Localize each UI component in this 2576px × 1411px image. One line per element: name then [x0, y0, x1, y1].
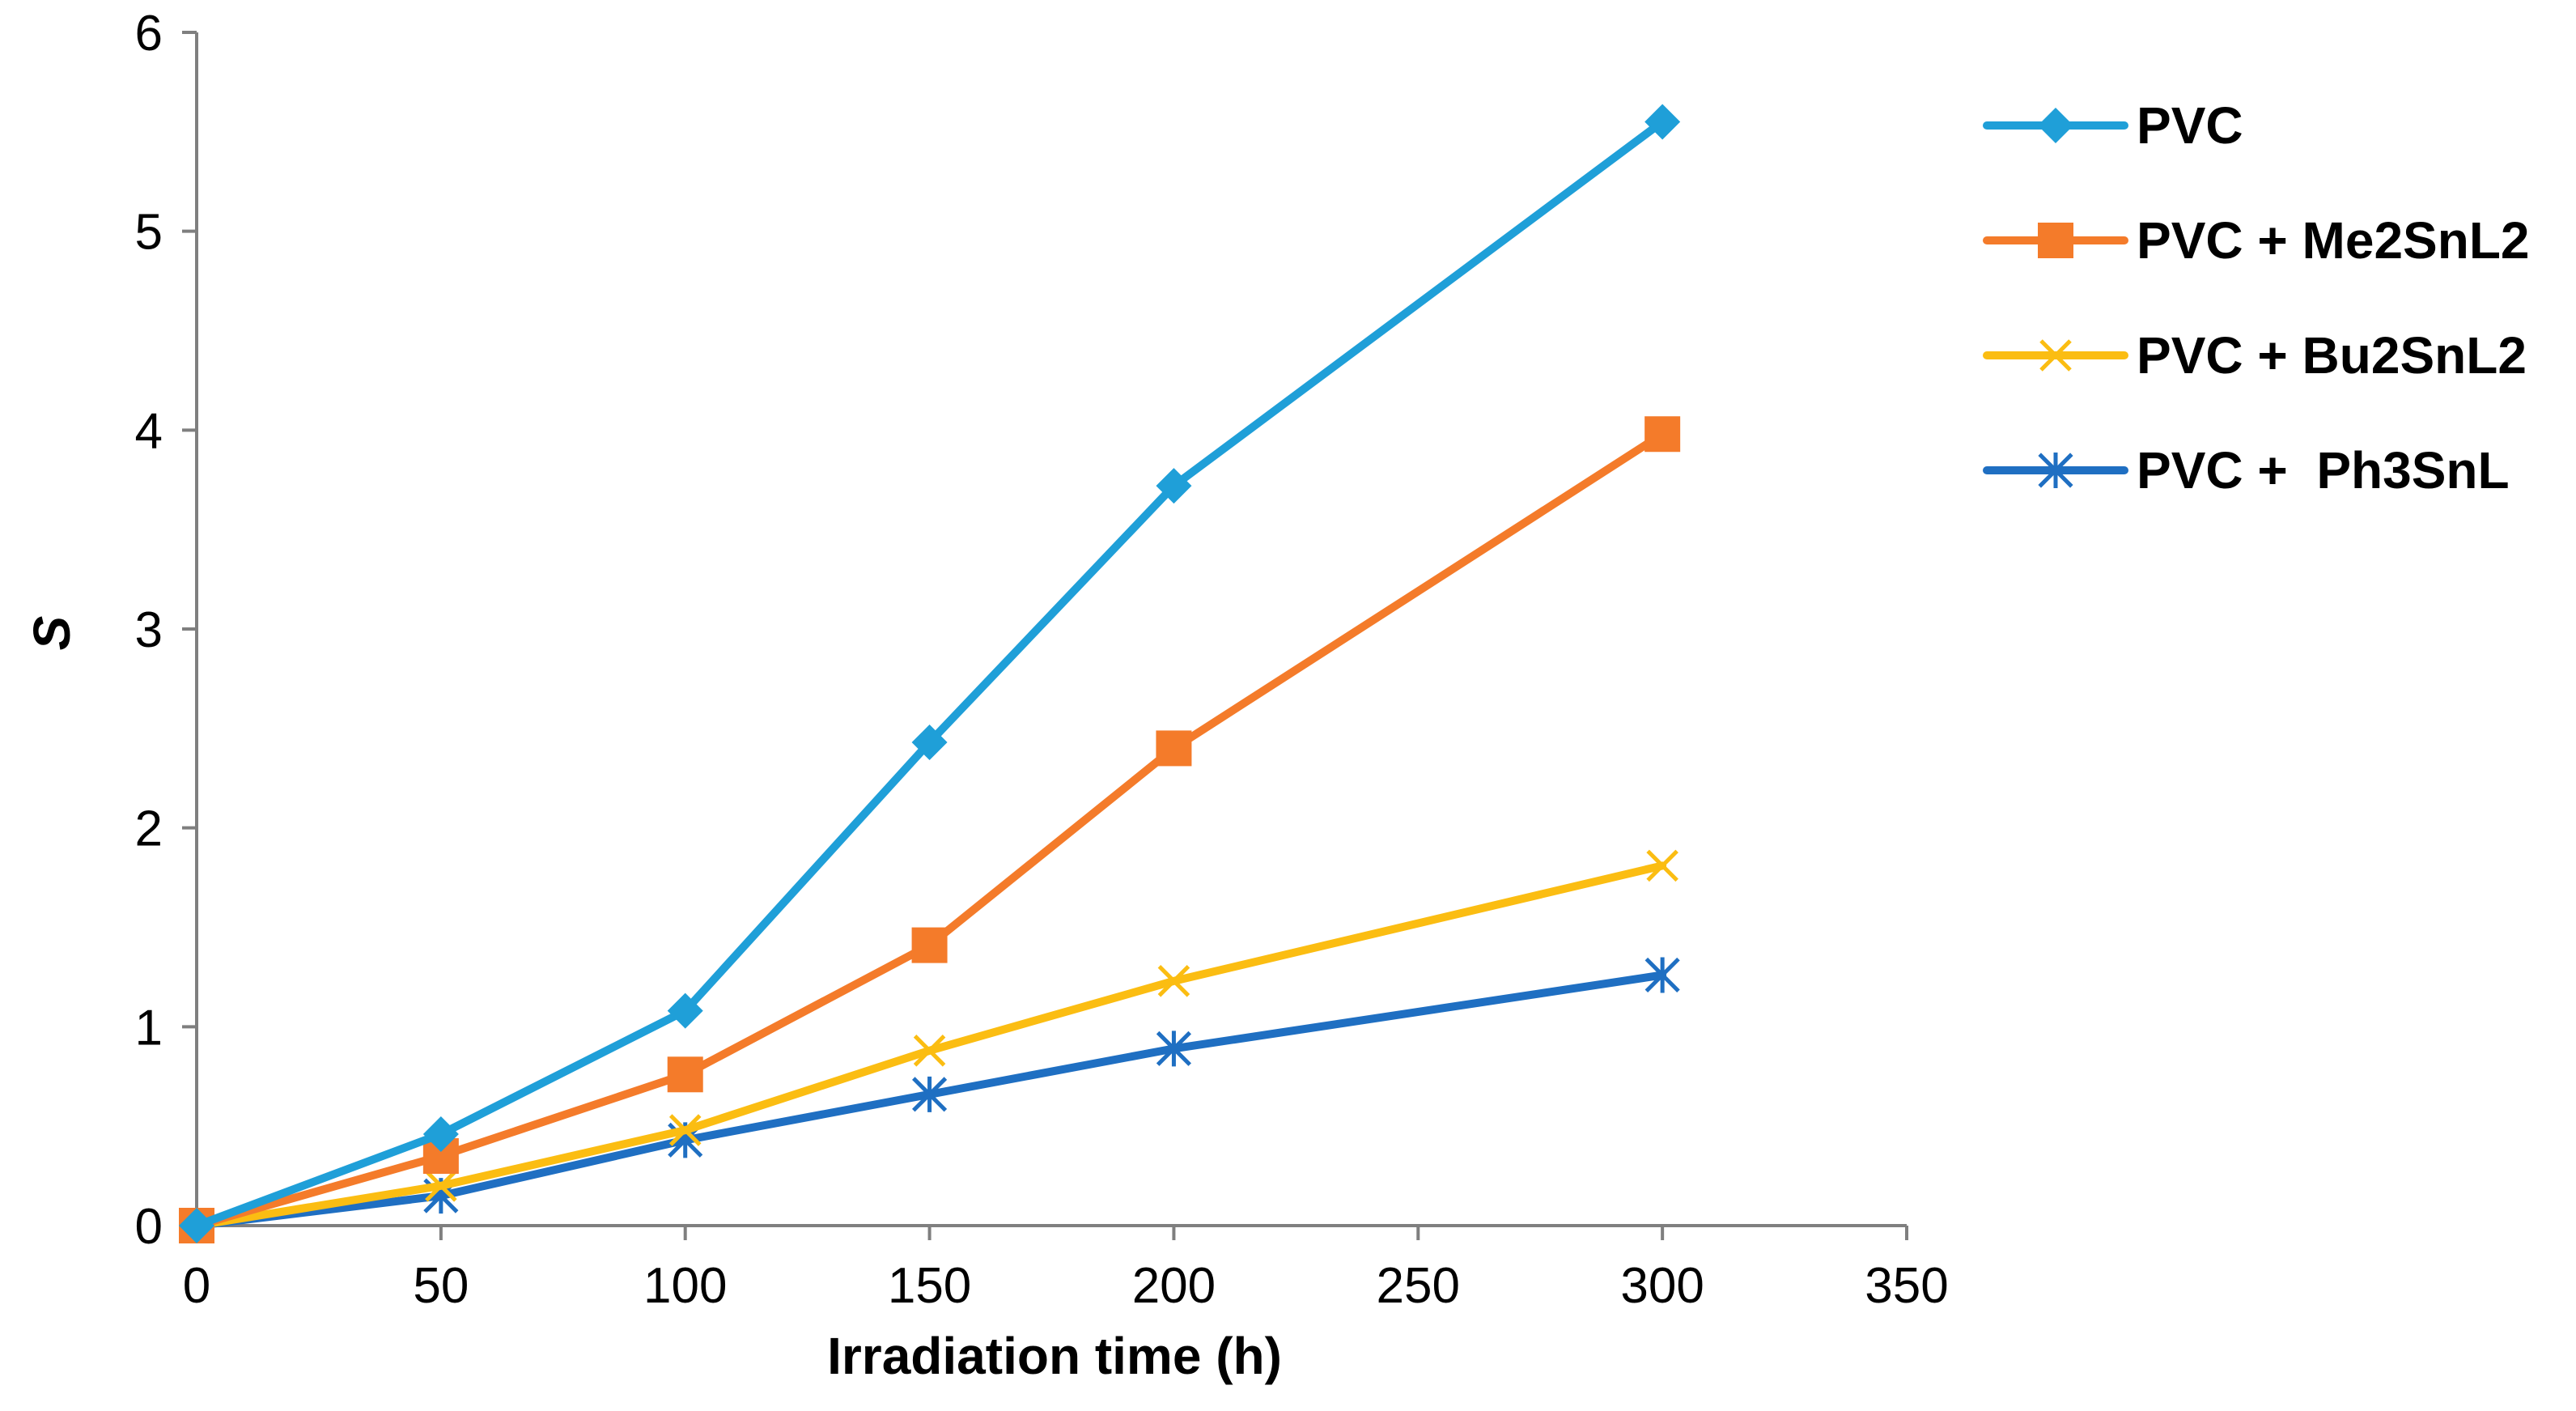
- data-point-0: [667, 992, 703, 1029]
- y-tick-label: 1: [135, 1000, 163, 1056]
- series-line-2: [193, 861, 1667, 1230]
- y-tick-label: 3: [135, 602, 163, 658]
- x-tick-label: 350: [1865, 1258, 1948, 1314]
- chart-legend: PVC PVC + Me2SnL2 PVC + Bu2SnL2 PVC + Ph3Sn…: [1983, 96, 2530, 499]
- legend-label: PVC + Ph3SnL: [2137, 441, 2510, 499]
- legend-label: PVC + Bu2SnL2: [2137, 326, 2527, 385]
- series-line-3: [193, 971, 1667, 1230]
- y-tick-label: 5: [135, 205, 163, 261]
- y-tick-label: 6: [135, 6, 163, 62]
- data-point-0: [422, 1116, 459, 1152]
- data-point-2: [1646, 849, 1678, 882]
- data-point-3: [1644, 957, 1680, 993]
- y-tick-label: 4: [135, 403, 163, 459]
- data-point-2: [1157, 965, 1190, 997]
- x-tick-label: 0: [183, 1258, 210, 1314]
- legend-marker: [2038, 453, 2073, 488]
- data-point-1: [1644, 416, 1681, 453]
- legend-marker: [2039, 339, 2072, 372]
- x-tick-label: 200: [1132, 1258, 1216, 1314]
- data-point-1: [667, 1056, 703, 1093]
- y-tick-label: 2: [135, 801, 163, 857]
- y-tick-label: 0: [135, 1199, 163, 1255]
- plot-area: [179, 104, 1681, 1243]
- legend-marker: [2038, 223, 2073, 258]
- legend-label: PVC + Me2SnL2: [2137, 211, 2530, 270]
- data-point-2: [668, 1114, 702, 1146]
- data-point-0: [911, 725, 948, 761]
- data-point-1: [911, 927, 948, 963]
- chart-axes: [195, 32, 1907, 1227]
- legend-label: PVC: [2137, 96, 2243, 155]
- data-point-2: [913, 1035, 946, 1067]
- series-line-0: [193, 117, 1667, 1230]
- series-line-1: [193, 430, 1667, 1230]
- data-point-2: [425, 1170, 457, 1202]
- x-tick-label: 300: [1620, 1258, 1704, 1314]
- data-point-3: [1156, 1031, 1191, 1067]
- y-axis-title: S: [23, 615, 81, 650]
- x-tick-label: 100: [643, 1258, 727, 1314]
- data-point-3: [912, 1076, 948, 1112]
- data-point-1: [1156, 730, 1192, 767]
- x-tick-label: 150: [888, 1258, 971, 1314]
- data-point-0: [1644, 104, 1681, 140]
- legend-marker: [2038, 108, 2073, 143]
- chart-ticks: 0 1 2 3 4 5 6 0 50 100 150 200 250 300 350: [135, 6, 1949, 1314]
- x-tick-label: 250: [1377, 1258, 1460, 1314]
- data-point-0: [1156, 468, 1192, 504]
- x-axis-title: Irradiation time (h): [827, 1327, 1282, 1385]
- x-tick-label: 50: [413, 1258, 469, 1314]
- data-point-0: [179, 1208, 214, 1243]
